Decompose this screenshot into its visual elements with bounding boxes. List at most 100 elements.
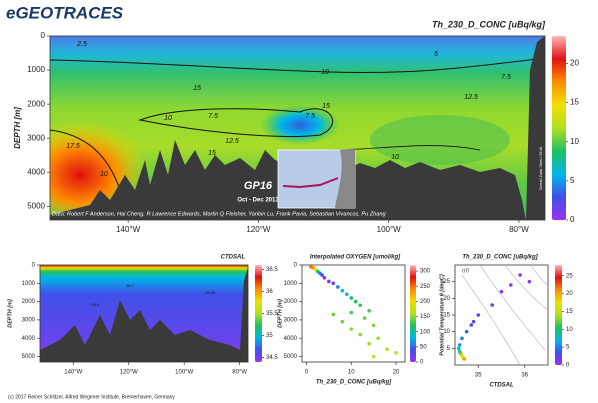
contour-label: 15 xyxy=(208,150,216,157)
point xyxy=(340,288,345,293)
y-tick-label: 3000 xyxy=(27,133,45,142)
point xyxy=(367,308,371,313)
y-tick-label: 1000 xyxy=(22,281,36,287)
y-tick-label: 2000 xyxy=(22,299,36,305)
contour-label: 34.7 xyxy=(126,283,135,288)
y-tick-label: 1000 xyxy=(284,281,298,287)
point xyxy=(476,313,481,317)
x-axis-label: CTDSAL xyxy=(489,383,514,389)
y-axis-label: DEPTH [m] xyxy=(7,299,13,328)
x-tick-label: 100°W xyxy=(175,370,193,376)
contour-label: 17.5 xyxy=(66,143,80,150)
panel-title: CTDSAL xyxy=(221,255,246,261)
point xyxy=(464,329,469,334)
x-tick-label: 80°W xyxy=(509,225,529,234)
y-tick-label: 20 xyxy=(443,296,450,302)
point xyxy=(349,310,354,315)
sal-field xyxy=(40,265,248,362)
y-axis-label: DEPTH [m] xyxy=(13,107,22,149)
point xyxy=(371,354,376,359)
point xyxy=(385,347,389,351)
page-title: eGEOTRACES xyxy=(6,3,124,22)
colorbar-tick-label: 36 xyxy=(266,289,273,295)
colorbar-tick-label: 300 xyxy=(420,269,431,275)
contour-label: 10 xyxy=(391,154,399,161)
point xyxy=(322,276,327,280)
contour-label: 5 xyxy=(434,51,438,58)
density-contours xyxy=(461,264,549,366)
colorbar-tick-label: 5 xyxy=(566,345,570,351)
colorbar xyxy=(552,36,566,220)
point xyxy=(462,357,467,361)
contour-label: 10 xyxy=(100,171,108,178)
point xyxy=(358,303,363,308)
x-tick-label: 100°W xyxy=(377,225,402,234)
point xyxy=(327,279,331,284)
contour-label: 7.5 xyxy=(305,113,315,120)
footer: (c) 2017 Reiner Schlitzer, Alfred Wegene… xyxy=(8,394,175,400)
y-tick-label: 0 xyxy=(294,263,298,269)
point xyxy=(340,319,345,324)
y-tick-label: 1000 xyxy=(27,65,45,74)
annotation: Ocean Data View / DIVA xyxy=(538,146,543,190)
point xyxy=(527,279,532,284)
colorbar-tick-label: 100 xyxy=(420,329,431,335)
panel-title: Interpolated OXYGEN [umol/kg] xyxy=(310,255,401,261)
x-tick-label: 35 xyxy=(475,373,482,379)
point xyxy=(353,299,358,304)
point xyxy=(371,323,376,328)
panel-title: Th_230_D_CONC [uBq/kg] xyxy=(432,19,546,29)
point xyxy=(331,281,336,286)
point xyxy=(349,327,354,331)
point xyxy=(518,273,522,277)
y-tick-label: 4000 xyxy=(22,336,36,342)
contour-label: 34.6 xyxy=(91,302,100,307)
contour-label: 15 xyxy=(322,103,330,110)
point xyxy=(499,289,504,294)
y-tick-label: 3000 xyxy=(22,317,36,323)
y-tick-label: 5000 xyxy=(27,201,45,210)
point xyxy=(367,341,371,346)
point xyxy=(349,296,354,300)
contour-label: 2.5 xyxy=(76,41,87,48)
colorbar-tick-label: 0 xyxy=(570,215,575,224)
point xyxy=(490,303,495,307)
colorbar xyxy=(410,265,416,362)
point xyxy=(394,351,398,355)
colorbar-tick-label: 20 xyxy=(566,291,573,297)
colorbar-tick-label: 5 xyxy=(570,176,575,185)
x-tick-label: 80°W xyxy=(232,370,247,376)
x-tick-label: 36 xyxy=(521,373,528,379)
point xyxy=(358,332,363,337)
point xyxy=(471,319,476,324)
main-field xyxy=(50,36,545,220)
annotation: σ0 xyxy=(462,269,470,275)
contour-label: 7.5 xyxy=(208,113,218,120)
colorbar xyxy=(255,265,262,362)
colorbar-tick-label: 35 xyxy=(266,333,273,339)
colorbar-tick-label: 10 xyxy=(570,137,579,146)
annotation: Oct - Dec 2013 xyxy=(237,198,279,204)
y-axis-label: Potential Temperature θ [degC] xyxy=(439,274,445,356)
annotation: GP16 xyxy=(244,180,273,192)
x-tick-label: 140°W xyxy=(64,370,82,376)
point xyxy=(362,316,367,320)
y-tick-label: 4000 xyxy=(284,336,298,342)
y-tick-label: 4000 xyxy=(27,167,45,176)
colorbar-tick-label: 20 xyxy=(570,59,579,68)
y-tick-label: 5000 xyxy=(284,354,298,360)
point xyxy=(344,292,349,297)
x-tick-label: 120°W xyxy=(246,225,271,234)
colorbar-tick-label: 200 xyxy=(420,299,431,305)
colorbar-tick-label: 25 xyxy=(566,273,573,279)
colorbar-tick-label: 0 xyxy=(566,363,570,369)
colorbar-tick-label: 10 xyxy=(566,327,573,333)
point xyxy=(457,343,462,347)
annotation: Data: Robert F Anderson, Hai Cheng, R La… xyxy=(52,211,387,217)
point xyxy=(509,283,513,287)
contour-label: 7.5 xyxy=(501,74,511,81)
colorbar xyxy=(555,265,562,365)
contour-label: 12.5 xyxy=(464,94,478,101)
point xyxy=(469,323,474,327)
colorbar-tick-label: 0 xyxy=(420,360,424,366)
